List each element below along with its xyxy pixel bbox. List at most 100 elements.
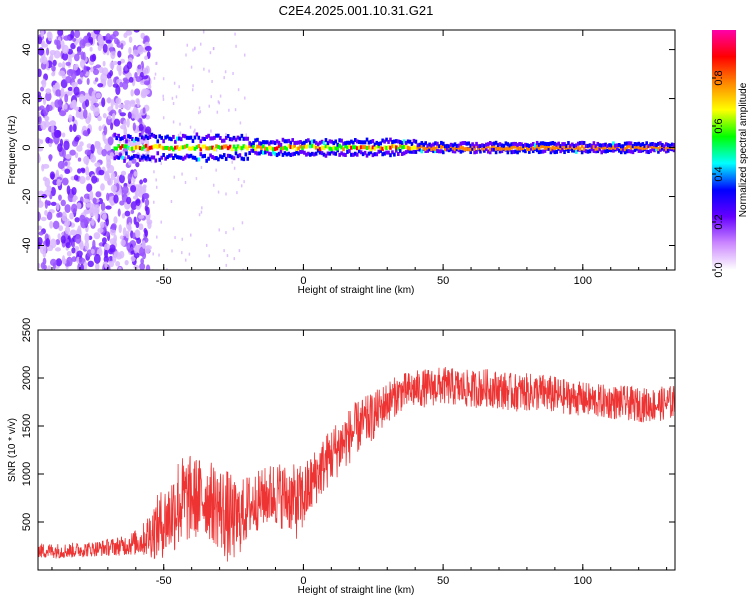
spectrogram-signal-cell [614,143,617,148]
spectrogram-signal-cell [506,146,510,151]
spectrogram-noise-cell [102,213,107,221]
spectrogram-signal-cell [549,141,553,146]
spectrogram-signal-cell [242,157,246,162]
spectrogram-noise-cell [119,81,124,88]
spectrogram-signal-cell [258,151,261,156]
spectrogram-noise-cell [142,178,148,183]
spectrogram-signal-cell [653,142,656,147]
spectrogram-noise-cell [71,247,76,254]
spectrogram-signal-cell [549,150,553,155]
spectrogram-signal-cell [604,149,607,154]
spectrogram-noise-cell [88,36,94,43]
spectrogram-signal-cell [334,151,338,156]
spectrogram-signal-cell [588,143,592,148]
spectrogram-noise-cell [93,253,101,264]
spectrogram-noise-cell [94,162,101,168]
spectrogram-signal-cell [365,153,369,158]
spectrogram-signal-cell [529,146,533,151]
spectrogram-signal-cell [600,143,604,148]
spectrogram-signal-cell [592,141,596,146]
spectrogram-signal-cell [201,144,205,149]
spectrogram-signal-cell [379,148,383,153]
spectrogram-signal-cell [217,157,220,162]
spectrogram-noise-cell [155,178,157,182]
spectrogram-noise-cell [99,221,105,229]
spectrogram-signal-cell [571,148,574,153]
spectrogram-signal-cell [301,141,304,146]
spectrogram-signal-cell [543,141,547,146]
spectrogram-signal-cell [551,145,555,150]
spectrogram-signal-cell [598,143,602,148]
spectrogram-noise-cell [130,209,135,215]
spectrogram-noise-cell [139,71,144,78]
spectrogram-signal-cell [440,149,443,154]
spectrogram-noise-cell [38,47,45,56]
spectrogram-noise-cell [191,88,194,92]
spectrogram-noise-cell [89,54,96,62]
spectrogram-signal-cell [547,146,551,151]
spectrogram-signal-cell [367,140,371,145]
spectrogram-noise-cell [74,30,81,39]
spectrogram-signal-cell [389,145,392,150]
spectrogram-noise-cell [98,169,105,176]
spectrogram-noise-cell [78,93,85,104]
spectrogram-signal-cell [389,137,392,142]
spectrogram-signal-cell [533,145,537,150]
spectrogram-noise-cell [98,66,104,74]
spectrogram-signal-cell [348,144,351,149]
spectrogram-noise-cell [152,252,154,256]
spectrogram-signal-cell [238,136,242,141]
spectrogram-signal-cell [592,144,596,149]
spectrogram-signal-cell [612,141,615,146]
spectrogram-signal-cell [244,152,248,157]
spectrogram-signal-cell [154,143,158,148]
spectrogram-signal-cell [420,143,424,148]
spectrogram-signal-cell [504,141,508,146]
spectrogram-noise-cell [243,53,246,57]
spectrogram-signal-cell [424,147,427,152]
spectrogram-signal-cell [283,145,287,150]
spectrogram-noise-cell [123,32,128,39]
spectrogram-noise-cell [160,162,162,166]
spectrogram-signal-cell [672,143,675,148]
spectrogram-signal-cell [121,144,124,149]
spectrogram-signal-cell [580,143,584,148]
spectrogram-signal-cell [518,146,521,151]
spectrogram-noise-cell [66,185,71,195]
spectrogram-signal-cell [328,146,332,151]
spectrogram-signal-cell [606,144,609,149]
spectrogram-signal-cell [600,150,604,155]
spectrogram-signal-cell [185,135,189,140]
spectrogram-signal-cell [248,141,251,146]
spectrogram-noise-cell [175,95,178,99]
spectrogram-signal-cell [332,145,336,150]
spectrogram-signal-cell [661,143,664,148]
snr-xtick-label: -50 [156,575,172,587]
spectrogram-signal-cell [334,139,338,144]
spectrogram-signal-cell [279,142,283,147]
spectrogram-signal-cell [588,149,592,154]
spectrogram-signal-cell [131,146,134,151]
spectrogram-signal-cell [121,136,124,141]
spectrogram-signal-cell [209,145,212,150]
spectrogram-signal-cell [528,149,531,154]
spectrogram-signal-cell [176,155,179,160]
spectrogram-noise-cell [202,30,205,34]
spectrogram-noise-cell [118,224,122,234]
spectrogram-signal-cell [473,150,476,155]
spectrogram-noise-cell [120,239,126,247]
spectrogram-signal-cell [224,144,228,149]
spectrogram-signal-cell [312,152,316,157]
spectrogram-signal-cell [408,149,412,154]
spectrogram-signal-cell [199,147,203,152]
spectrogram-signal-cell [633,147,637,152]
spectrogram-signal-cell [195,145,199,150]
spectrogram-signal-cell [590,147,594,152]
spectrogram-ytick-label: 0 [21,144,33,150]
spectrogram-signal-cell [453,149,457,154]
spectrogram-signal-cell [113,146,117,151]
spectrogram-noise-cell [235,44,237,48]
spectrogram-noise-cell [86,78,90,86]
spectrogram-noise-cell [50,201,57,207]
spectrogram-noise-cell [102,43,108,53]
